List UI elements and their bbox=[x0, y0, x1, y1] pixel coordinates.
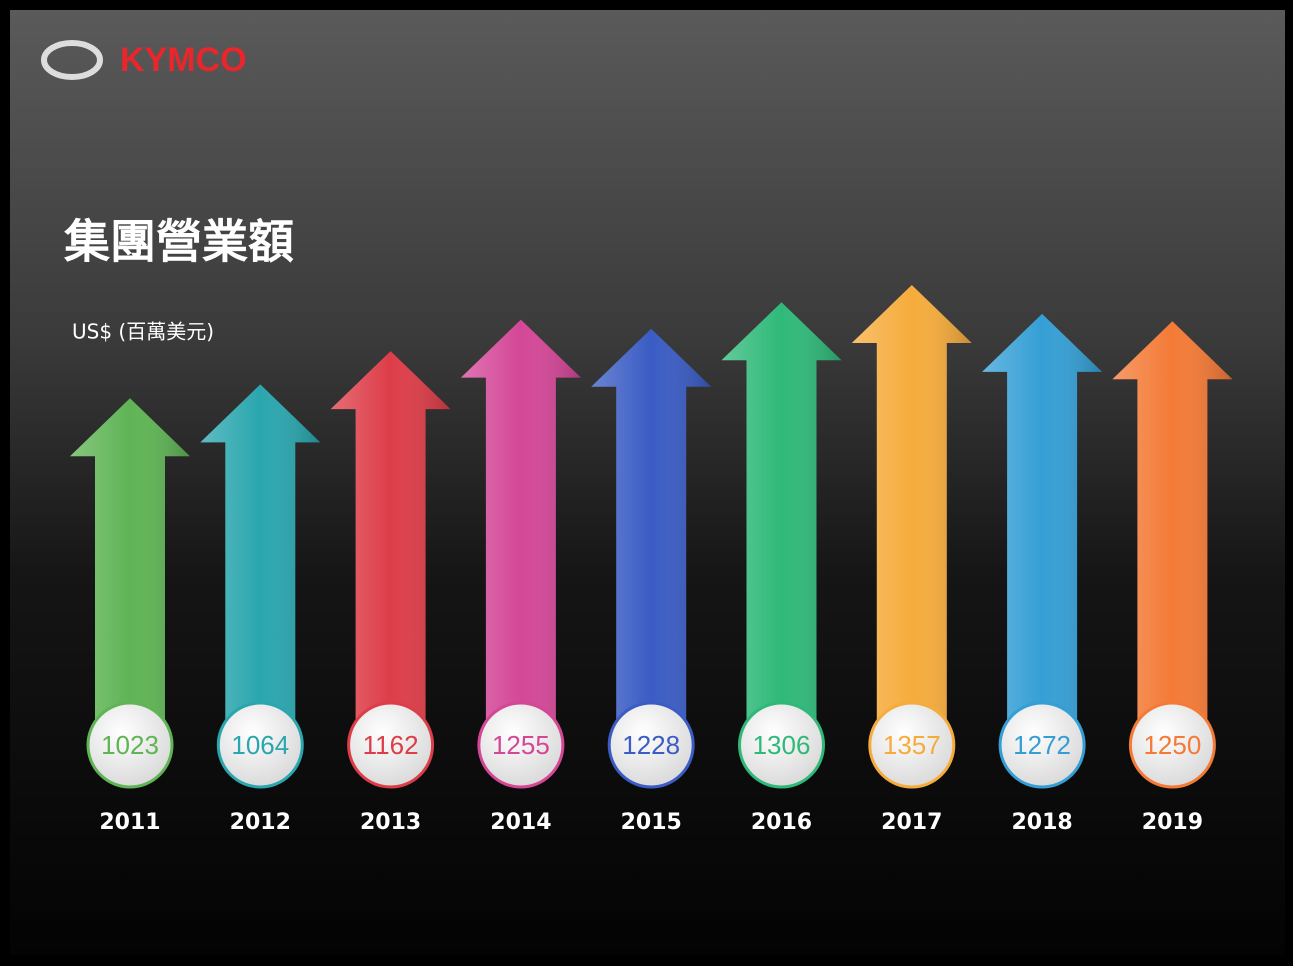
arrow-shine bbox=[460, 319, 581, 745]
value-label: 1357 bbox=[883, 730, 941, 760]
arrow-shine bbox=[721, 302, 842, 745]
logo-text: KYMCO bbox=[120, 41, 247, 79]
value-label: 1162 bbox=[363, 730, 419, 760]
arrow-shine bbox=[982, 313, 1103, 745]
arrow-shine bbox=[1112, 321, 1233, 745]
value-label: 1228 bbox=[622, 730, 680, 760]
value-label: 1306 bbox=[753, 730, 811, 760]
value-badge bbox=[477, 701, 565, 789]
value-badge bbox=[607, 701, 695, 789]
value-label: 1250 bbox=[1143, 730, 1201, 760]
value-label: 1023 bbox=[101, 730, 159, 760]
value-label: 1064 bbox=[231, 730, 289, 760]
chart-title: 集團營業額 bbox=[63, 215, 294, 269]
value-badge bbox=[347, 701, 435, 789]
value-badge bbox=[1128, 701, 1216, 789]
value-badge bbox=[216, 701, 304, 789]
value-label: 1255 bbox=[492, 730, 550, 760]
value-label: 1272 bbox=[1013, 730, 1071, 760]
arrow-shine bbox=[591, 328, 712, 745]
x-tick-label: 2018 bbox=[1011, 810, 1072, 835]
unit-label: US$ (百萬美元) bbox=[72, 320, 214, 344]
arrow-shine bbox=[70, 398, 190, 745]
x-tick-label: 2015 bbox=[621, 810, 682, 835]
value-badge bbox=[738, 701, 825, 789]
x-tick-label: 2017 bbox=[881, 810, 942, 835]
x-tick-label: 2011 bbox=[99, 810, 160, 835]
arrow-shine bbox=[330, 351, 451, 745]
x-tick-label: 2014 bbox=[490, 810, 551, 835]
x-tick-label: 2016 bbox=[751, 810, 812, 835]
x-tick-label: 2012 bbox=[230, 810, 291, 835]
logo-icon bbox=[41, 40, 103, 80]
value-badge bbox=[998, 701, 1086, 789]
x-tick-label: 2013 bbox=[360, 810, 421, 835]
arrow-shine bbox=[851, 285, 972, 745]
value-badge bbox=[86, 701, 174, 789]
plot: 1023 2011 1064 2012 1162 2013 1255 2014 1228 2015… bbox=[70, 285, 1233, 835]
value-badge bbox=[868, 701, 956, 789]
x-tick-label: 2019 bbox=[1142, 810, 1203, 835]
arrow-shine bbox=[200, 384, 321, 745]
logo: KYMCO bbox=[41, 40, 247, 80]
